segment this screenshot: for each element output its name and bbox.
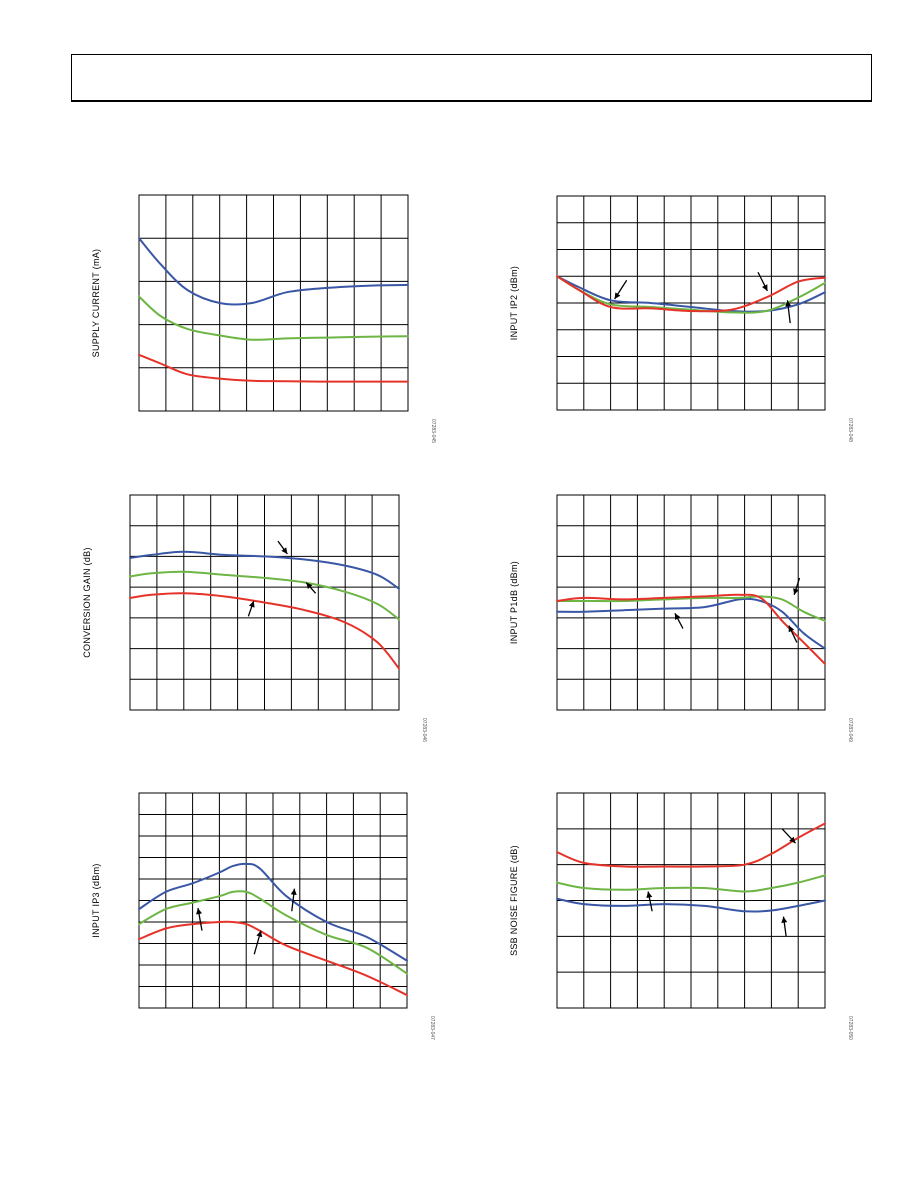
series-line-green <box>556 595 826 622</box>
grid <box>557 793 825 1008</box>
series-line-green <box>556 874 826 893</box>
annotation-arrowhead <box>290 888 297 895</box>
annotation-arrowhead <box>788 625 795 633</box>
page-header-box <box>71 54 872 102</box>
grid <box>139 793 407 1008</box>
annotation-arrowhead <box>256 930 263 938</box>
annotation-arrowhead <box>789 836 796 844</box>
series-line-blue <box>138 237 409 306</box>
plot-frame <box>138 792 408 1009</box>
series-line-blue <box>556 275 826 313</box>
y-axis-label: INPUT P1dB (dBm) <box>509 561 519 644</box>
figure-id: 07283-050 <box>847 1016 853 1040</box>
series-line-blue <box>129 550 400 590</box>
series-line-green <box>129 570 400 621</box>
series-line-red <box>556 275 826 313</box>
annotation-arrowhead <box>674 613 681 620</box>
annotation-arrowhead <box>281 547 288 554</box>
plot-frame <box>556 494 826 711</box>
plot-frame <box>138 194 409 412</box>
y-axis-label: SUPPLY CURRENT (mA) <box>91 249 101 358</box>
figure-id: 07283-049 <box>847 718 853 742</box>
plot-frame <box>129 494 400 711</box>
series-line-blue <box>556 597 826 650</box>
series-line-red <box>129 592 400 670</box>
series-line-red <box>556 822 826 868</box>
grid <box>557 495 825 710</box>
series-line-blue <box>138 862 408 962</box>
series-line-red <box>556 593 826 665</box>
figure-id: 07283-046 <box>421 718 427 742</box>
annotation-arrowhead <box>248 600 255 608</box>
annotation-arrowhead <box>781 916 788 923</box>
series-line-green <box>138 890 408 975</box>
annotation-arrowhead <box>614 292 621 299</box>
y-axis-label: INPUT IP3 (dBm) <box>91 863 101 937</box>
grid <box>139 195 408 411</box>
annotation-arrowhead <box>306 582 313 590</box>
series-line-red <box>138 920 408 997</box>
series-line-red <box>138 353 409 383</box>
annotation-arrowhead <box>793 588 799 595</box>
y-axis-label: CONVERSION GAIN (dB) <box>82 547 92 658</box>
plot-frame <box>556 195 826 411</box>
y-axis-label: INPUT IP2 (dBm) <box>509 266 519 340</box>
y-axis-label: SSB NOISE FIGURE (dB) <box>509 845 519 956</box>
annotation-arrowhead <box>762 284 768 291</box>
annotation-arrowhead <box>785 300 792 307</box>
series-line-blue <box>556 897 826 913</box>
figure-id: 07283-047 <box>429 1016 435 1040</box>
grid <box>130 495 399 710</box>
figure-id: 07283-045 <box>430 419 436 443</box>
series-line-green <box>138 295 409 341</box>
annotation-arrowhead <box>646 891 653 899</box>
annotation-arrowhead <box>196 908 202 915</box>
figure-id: 07283-048 <box>847 418 853 442</box>
